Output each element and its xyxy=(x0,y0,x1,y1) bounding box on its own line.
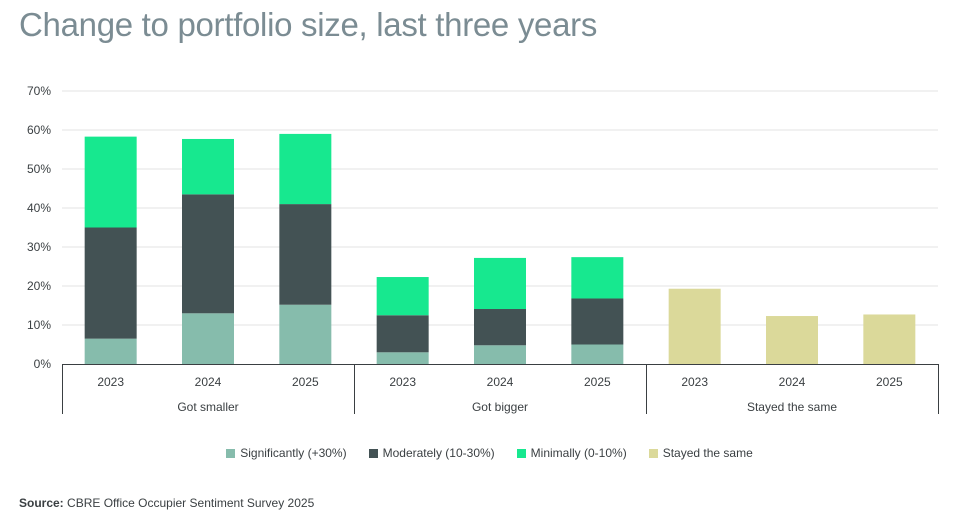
bar-segment xyxy=(182,138,234,195)
x-tick-label: 2025 xyxy=(292,375,319,389)
bar-segment xyxy=(84,338,137,364)
source-label: Source: xyxy=(19,496,64,510)
bar-segment xyxy=(571,298,624,345)
x-tick-label: 2024 xyxy=(195,375,222,389)
x-tick-label: 2024 xyxy=(487,375,514,389)
legend-label-stayed-same: Stayed the same xyxy=(662,446,753,460)
stacked-bar-chart: 0% 10% 20% 30% 40% 50% 60% 70% 2023 2024 2025 Got s… xyxy=(27,84,939,414)
y-tick-label: 50% xyxy=(27,162,51,176)
source-text: CBRE Office Occupier Sentiment Survey 20… xyxy=(67,496,315,510)
y-tick-label: 10% xyxy=(27,318,51,332)
legend-swatch-moderately xyxy=(368,448,378,458)
group-label: Got bigger xyxy=(472,400,528,414)
bar-segment xyxy=(376,315,429,353)
bar-segment xyxy=(863,314,916,364)
y-tick-label: 20% xyxy=(27,279,51,293)
bar-segment xyxy=(571,257,624,299)
bar-segment xyxy=(571,344,624,364)
legend-item-stayed-same: Stayed the same xyxy=(648,446,753,460)
bar-segment xyxy=(84,136,137,228)
bar-segment xyxy=(474,345,526,364)
x-tick-label: 2023 xyxy=(389,375,416,389)
bar-segment xyxy=(376,352,429,364)
bar-segment xyxy=(279,304,332,364)
y-tick-label: 60% xyxy=(27,123,51,137)
group-label: Got smaller xyxy=(177,400,238,414)
bar-segment xyxy=(474,309,526,346)
bar-segment xyxy=(279,204,332,305)
y-tick-label: 40% xyxy=(27,201,51,215)
x-tick-label: 2025 xyxy=(876,375,903,389)
bar-segment xyxy=(474,257,526,310)
bar-segment xyxy=(279,133,332,205)
chart-legend: Significantly (+30%) Moderately (10-30%)… xyxy=(0,446,979,460)
group-label: Stayed the same xyxy=(747,400,837,414)
bar-segment xyxy=(84,227,137,339)
legend-swatch-stayed-same xyxy=(648,448,658,458)
bar-segment xyxy=(668,288,721,364)
legend-item-significantly: Significantly (+30%) xyxy=(226,446,347,460)
bar-segment xyxy=(376,277,429,316)
x-tick-label: 2023 xyxy=(681,375,708,389)
bar-segment xyxy=(766,316,818,364)
legend-item-minimally: Minimally (0-10%) xyxy=(516,446,627,460)
legend-label-moderately: Moderately (10-30%) xyxy=(382,446,495,460)
x-tick-label: 2025 xyxy=(584,375,611,389)
source-note: Source: CBRE Office Occupier Sentiment S… xyxy=(19,496,314,510)
y-tick-label: 70% xyxy=(27,84,51,98)
legend-swatch-significantly xyxy=(226,448,236,458)
legend-swatch-minimally xyxy=(516,448,526,458)
x-tick-label: 2024 xyxy=(779,375,806,389)
legend-item-moderately: Moderately (10-30%) xyxy=(368,446,495,460)
legend-label-significantly: Significantly (+30%) xyxy=(240,446,347,460)
y-tick-label: 30% xyxy=(27,240,51,254)
bar-segment xyxy=(182,194,234,314)
chart-title: Change to portfolio size, last three yea… xyxy=(19,6,598,43)
x-tick-label: 2023 xyxy=(97,375,124,389)
y-tick-label: 0% xyxy=(34,357,52,371)
legend-label-minimally: Minimally (0-10%) xyxy=(530,446,627,460)
bar-segment xyxy=(182,313,234,364)
